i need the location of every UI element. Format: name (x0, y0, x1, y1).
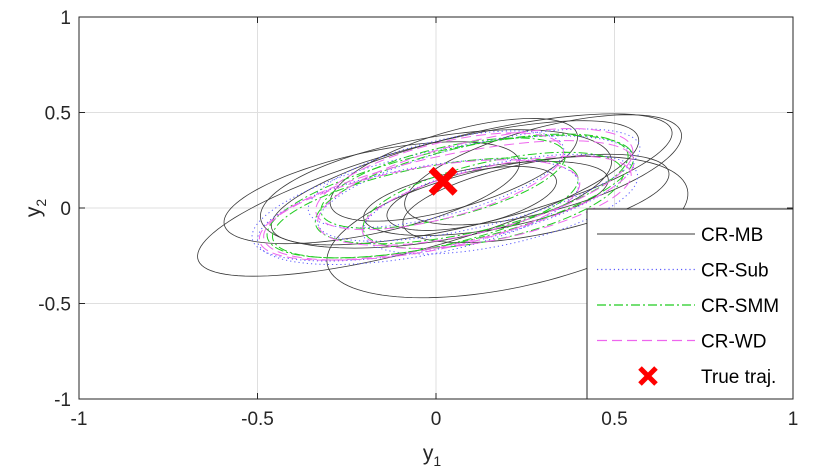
true-traj-marker-0 (428, 166, 458, 196)
y-tick-label: -1 (54, 390, 71, 411)
legend-label-3: CR-WD (701, 332, 766, 353)
y-tick-label: -0.5 (38, 295, 71, 316)
x-tick-label: -1 (71, 409, 88, 430)
legend-label-1: CR-Sub (701, 261, 769, 282)
legend-label-4: True traj. (701, 367, 776, 388)
legend: CR-MB CR-Sub CR-SMM CR-WD True traj. (586, 208, 794, 400)
ellipse-3-2 (263, 159, 581, 261)
x-tick-label: 0 (431, 409, 442, 430)
legend-label-2: CR-SMM (701, 296, 779, 317)
ellipse-2-2 (272, 157, 579, 259)
ellipse-3-0 (258, 140, 635, 261)
x-tick-label: -0.5 (241, 409, 274, 430)
x-axis-label-sub: 1 (433, 453, 441, 469)
ellipse-2-1 (314, 133, 629, 245)
ellipse-0-4 (329, 118, 578, 222)
ellipse-3-1 (317, 128, 634, 246)
legend-label-0: CR-MB (701, 225, 763, 246)
ellipse-1-4 (307, 130, 565, 229)
x-tick-label: 0.5 (601, 409, 627, 430)
ellipse-0-8 (404, 114, 682, 226)
legend-box (586, 208, 794, 400)
ellipse-2-0 (266, 134, 635, 259)
y-tick-label: 0.5 (45, 104, 71, 125)
ticks: -1 -0.5 0 0.5 1 -1 -0.5 0 0.5 1 (38, 8, 798, 430)
y-axis-label: y2 (22, 199, 49, 218)
ellipse-2-4 (320, 137, 566, 229)
y-tick-label: 0 (60, 199, 71, 220)
x-tick-label: 1 (788, 409, 799, 430)
ellipse-0-7 (223, 141, 520, 245)
ellipse-3-4 (315, 132, 564, 231)
plot-area (197, 113, 689, 299)
ellipse-1-3 (362, 153, 639, 255)
ellipse-1-2 (256, 158, 580, 266)
y-tick-label: 1 (60, 8, 71, 29)
ellipse-0-3 (363, 160, 609, 236)
legend-marker-true-traj (638, 366, 658, 386)
ellipse-0-0 (270, 113, 673, 246)
x-axis-label: y1 (423, 442, 442, 469)
series-cr-smm (266, 133, 635, 259)
ellipse-0-9 (386, 166, 557, 231)
ellipse-2-3 (362, 151, 624, 249)
y-axis-label-sub: 2 (33, 199, 49, 207)
